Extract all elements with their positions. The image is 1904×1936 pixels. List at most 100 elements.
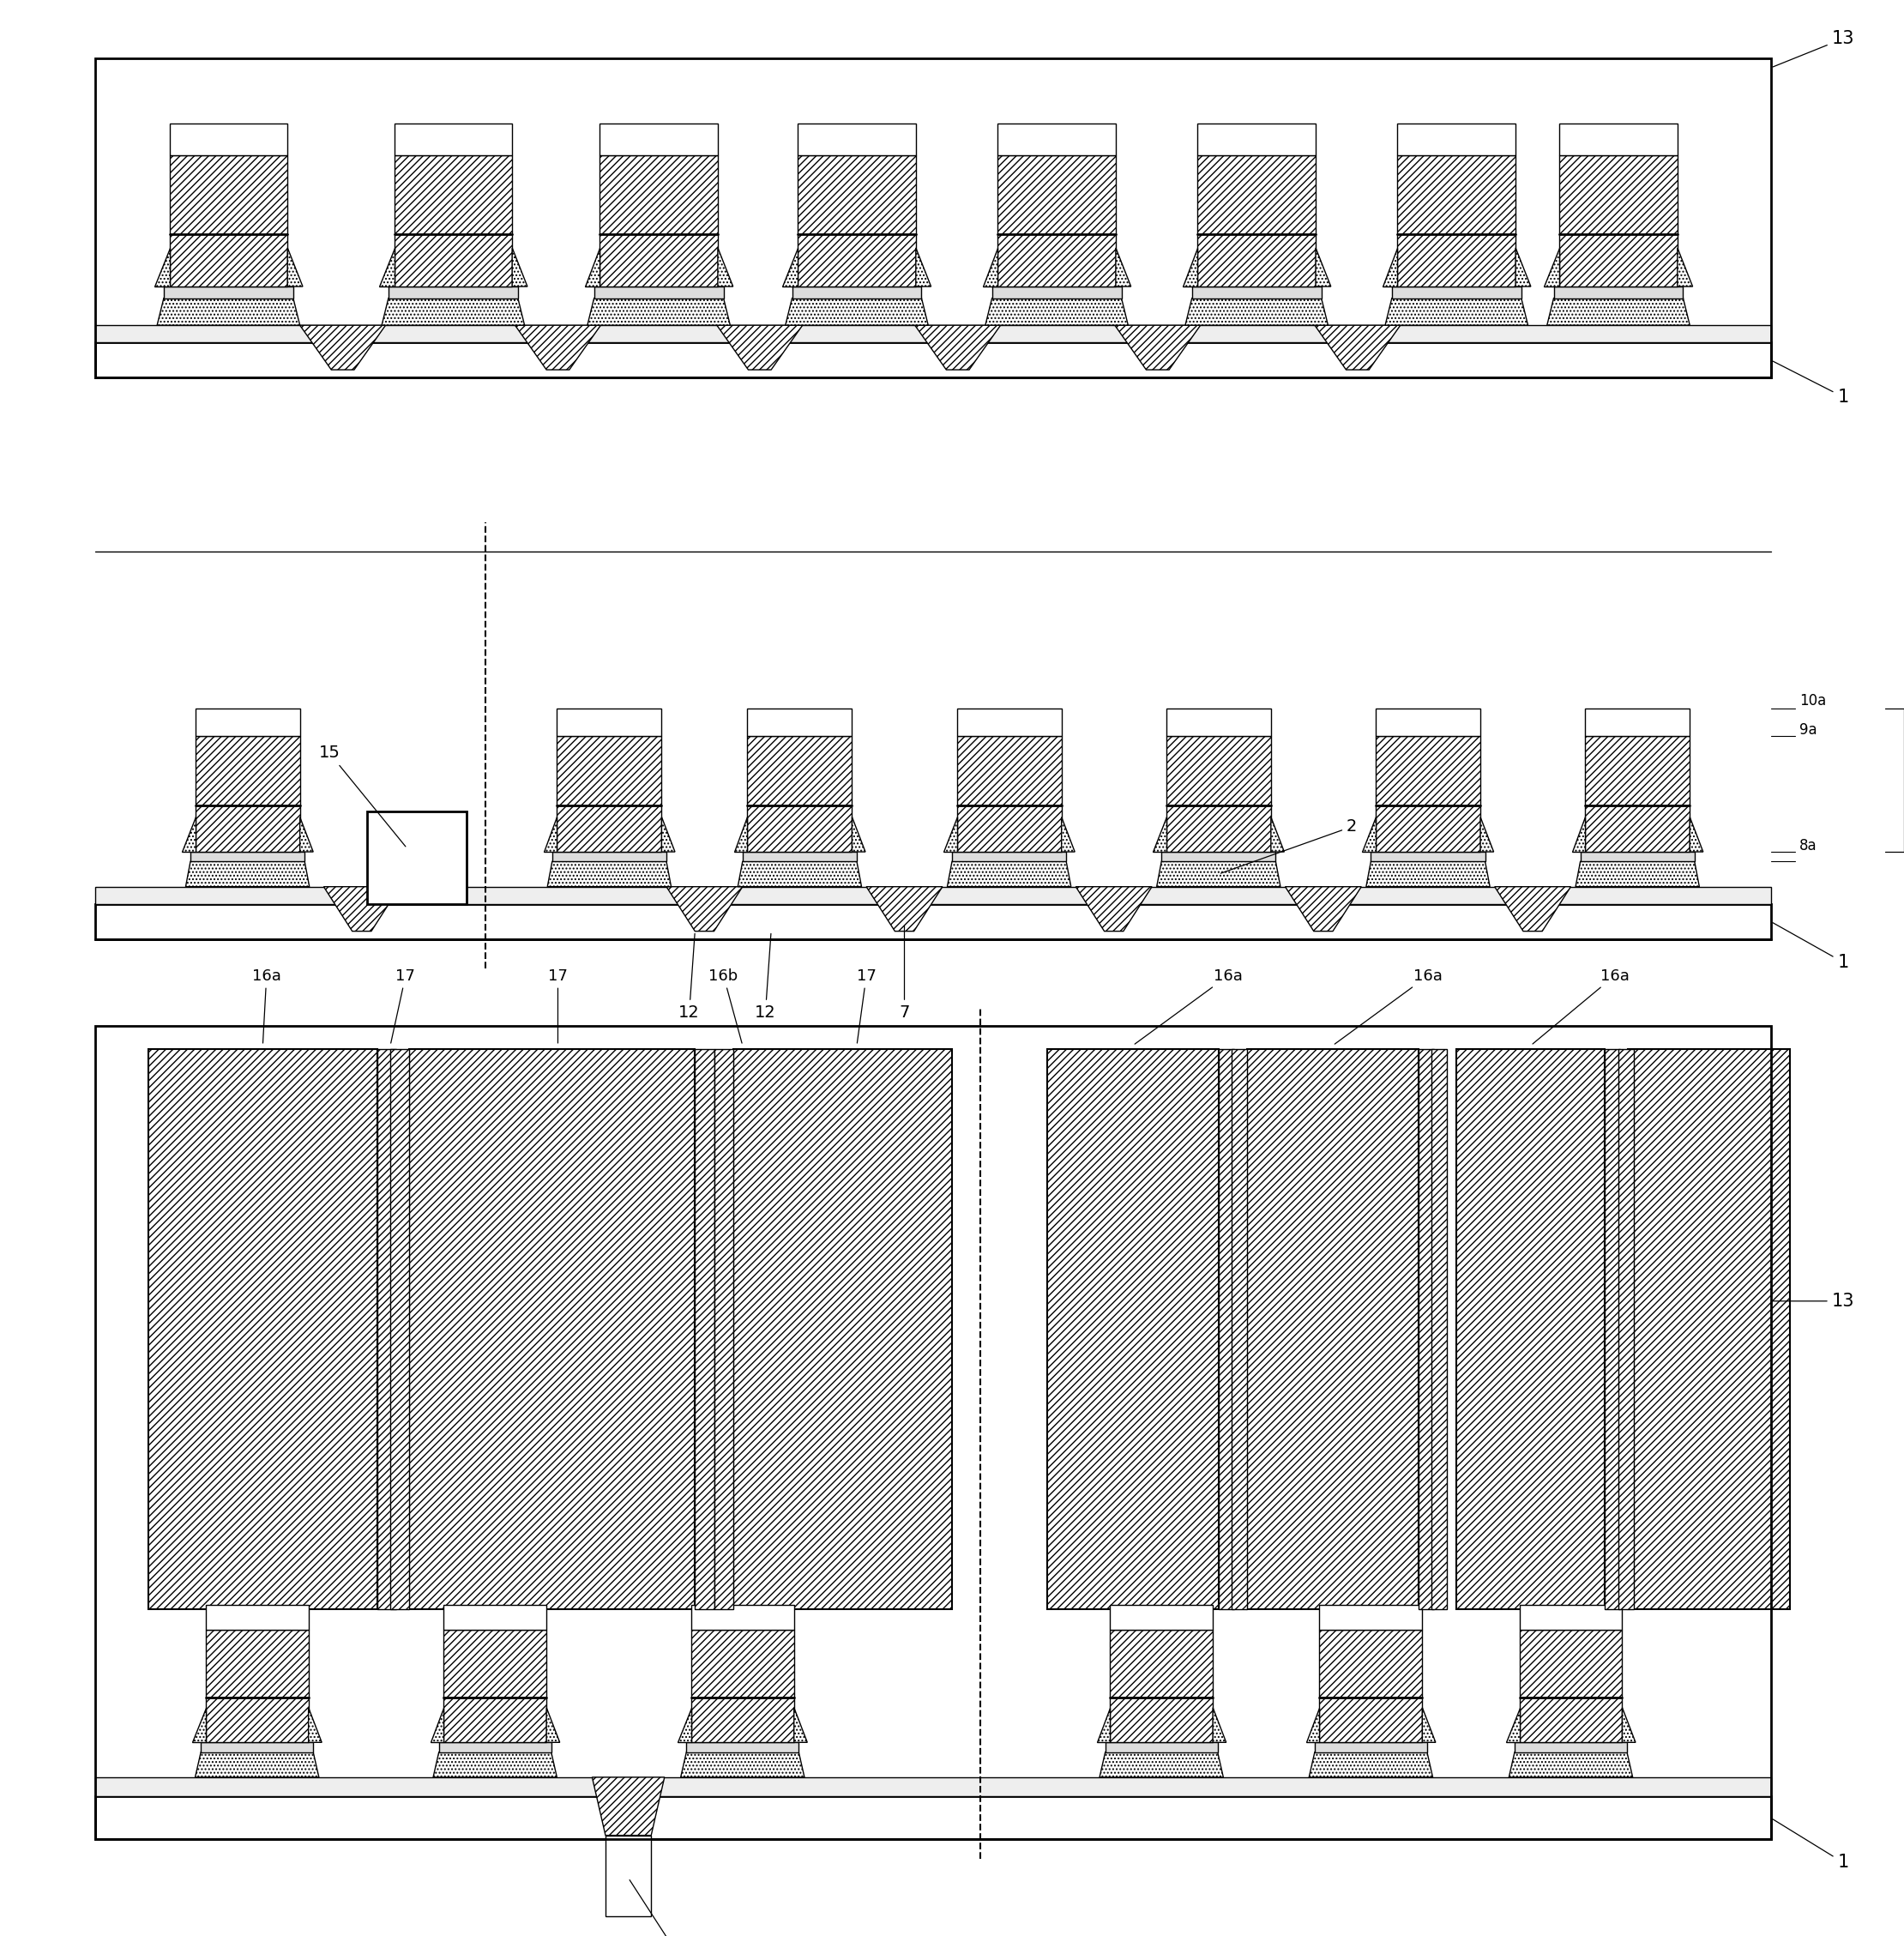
Text: 2: 2 (1220, 819, 1358, 873)
Polygon shape (1184, 298, 1329, 325)
Bar (1554, 287, 1683, 298)
Bar (743, 852, 857, 862)
Polygon shape (794, 1708, 807, 1742)
Bar (1192, 287, 1321, 298)
Text: 2: 2 (630, 1880, 682, 1936)
Bar (1319, 1605, 1422, 1630)
Polygon shape (154, 248, 169, 287)
Polygon shape (1101, 1752, 1224, 1777)
Bar (394, 124, 512, 155)
Bar (206, 1605, 308, 1630)
Bar (1247, 1049, 1418, 1609)
Bar (798, 124, 916, 155)
Bar (1316, 1742, 1428, 1752)
Polygon shape (1116, 325, 1201, 370)
Bar (1371, 852, 1485, 862)
Polygon shape (682, 1752, 803, 1777)
Text: 12: 12 (754, 933, 777, 1020)
Bar (95, 1777, 1771, 1797)
Bar (594, 287, 724, 298)
Bar (1106, 1742, 1219, 1752)
Polygon shape (585, 248, 600, 287)
Polygon shape (1422, 1708, 1436, 1742)
Bar (95, 58, 1771, 378)
Polygon shape (1382, 248, 1398, 287)
Bar (552, 852, 666, 862)
Bar (1319, 1630, 1422, 1742)
Polygon shape (982, 248, 998, 287)
Polygon shape (866, 887, 942, 931)
Polygon shape (430, 1708, 444, 1742)
Polygon shape (324, 887, 400, 931)
Bar (95, 904, 1771, 939)
Bar (367, 811, 466, 904)
Polygon shape (1316, 248, 1331, 287)
Polygon shape (678, 1708, 691, 1742)
Bar (1392, 287, 1521, 298)
Polygon shape (545, 817, 556, 852)
Polygon shape (288, 248, 303, 287)
Bar (600, 155, 718, 287)
Polygon shape (1213, 1708, 1226, 1742)
Polygon shape (1544, 248, 1559, 287)
Bar (746, 709, 851, 736)
Polygon shape (1386, 298, 1527, 325)
Bar (164, 287, 293, 298)
Bar (1375, 709, 1481, 736)
Text: 13: 13 (1773, 31, 1854, 68)
Polygon shape (666, 887, 743, 931)
Text: 13: 13 (1773, 1293, 1854, 1309)
Polygon shape (379, 248, 394, 287)
Polygon shape (1363, 817, 1375, 852)
Polygon shape (158, 298, 301, 325)
Bar (1398, 124, 1516, 155)
Bar (1516, 1742, 1626, 1752)
Polygon shape (381, 298, 524, 325)
Polygon shape (1097, 1708, 1110, 1742)
Bar (1165, 736, 1272, 852)
Bar (1198, 155, 1316, 287)
Polygon shape (592, 1777, 664, 1835)
Polygon shape (187, 862, 308, 887)
Bar (695, 1049, 714, 1609)
Text: 17: 17 (857, 968, 876, 1044)
Bar (691, 1605, 794, 1630)
Polygon shape (586, 298, 729, 325)
Text: 8a: 8a (1799, 838, 1816, 854)
Polygon shape (948, 862, 1070, 887)
Polygon shape (737, 862, 861, 887)
Bar (377, 1049, 396, 1609)
Bar (1628, 1049, 1790, 1609)
Polygon shape (1367, 862, 1489, 887)
Text: 16b: 16b (708, 968, 743, 1044)
Polygon shape (1691, 817, 1704, 852)
Polygon shape (733, 817, 746, 852)
Bar (202, 1742, 314, 1752)
Bar (1398, 155, 1516, 287)
Bar (409, 1049, 695, 1609)
Polygon shape (786, 298, 929, 325)
Bar (1165, 709, 1272, 736)
Bar (1559, 124, 1677, 155)
Polygon shape (1158, 862, 1279, 887)
Bar (1418, 1049, 1434, 1609)
Polygon shape (183, 817, 196, 852)
Polygon shape (1548, 298, 1691, 325)
Bar (1161, 852, 1276, 862)
Polygon shape (1622, 1708, 1636, 1742)
Text: 16a: 16a (1533, 968, 1630, 1044)
Polygon shape (1285, 887, 1361, 931)
Text: 16a: 16a (1135, 968, 1243, 1044)
Bar (992, 287, 1121, 298)
Bar (792, 287, 922, 298)
Polygon shape (1272, 817, 1283, 852)
Text: 1: 1 (1773, 362, 1849, 405)
Text: 9a: 9a (1799, 722, 1816, 738)
Bar (1457, 1049, 1605, 1609)
Bar (1580, 852, 1695, 862)
Polygon shape (718, 248, 733, 287)
Polygon shape (301, 817, 312, 852)
Bar (952, 852, 1066, 862)
Bar (687, 1742, 800, 1752)
Polygon shape (1316, 325, 1401, 370)
